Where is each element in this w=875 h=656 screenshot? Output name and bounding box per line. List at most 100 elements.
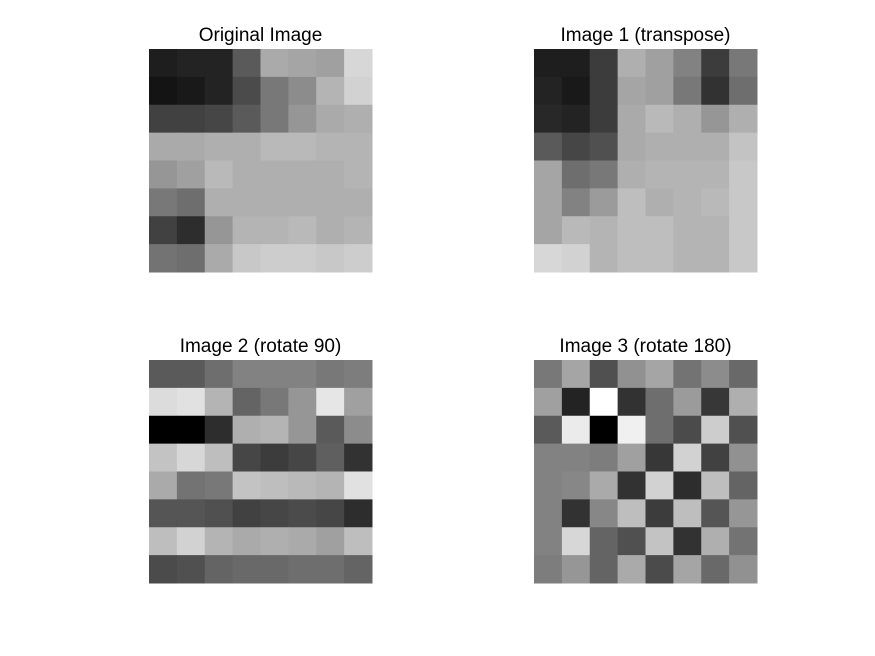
pixel xyxy=(204,104,234,134)
pixel xyxy=(673,527,702,556)
pixel xyxy=(316,499,345,528)
pixel xyxy=(701,216,730,245)
pixel xyxy=(288,443,317,472)
pixel xyxy=(673,244,702,273)
pixel xyxy=(729,188,758,217)
pixel xyxy=(729,160,758,189)
pixel xyxy=(645,244,674,273)
pixel xyxy=(534,104,563,134)
pixel xyxy=(344,49,373,78)
pixel xyxy=(232,104,261,134)
pixel xyxy=(316,415,345,445)
pixel xyxy=(729,471,758,500)
pixel xyxy=(176,76,206,106)
pixel xyxy=(589,132,619,161)
pixel xyxy=(316,216,345,245)
pixel xyxy=(260,387,289,417)
pixel xyxy=(617,49,646,78)
pixel xyxy=(589,415,619,445)
pixel xyxy=(534,160,563,189)
pixel xyxy=(729,527,758,556)
pixel xyxy=(344,244,373,273)
pixel xyxy=(534,471,563,500)
pixel xyxy=(534,527,563,556)
pixel xyxy=(204,387,234,417)
pixel xyxy=(344,387,373,417)
pixel xyxy=(149,160,178,189)
pixel xyxy=(645,216,674,245)
pixel xyxy=(645,132,674,161)
pixel xyxy=(232,499,261,528)
pixel xyxy=(729,360,758,389)
pixel xyxy=(589,555,619,584)
pixel xyxy=(176,188,206,217)
pixel xyxy=(729,49,758,78)
pixel xyxy=(204,499,234,528)
pixel xyxy=(149,216,178,245)
pixel xyxy=(645,527,674,556)
pixel xyxy=(645,160,674,189)
pixel xyxy=(673,132,702,161)
pixel xyxy=(534,216,563,245)
pixel xyxy=(344,443,373,472)
pixel xyxy=(204,471,234,500)
pixel xyxy=(176,471,206,500)
pixel xyxy=(589,360,619,389)
pixel xyxy=(701,443,730,472)
pixel xyxy=(176,415,206,445)
pixel xyxy=(344,527,373,556)
pixel xyxy=(232,188,261,217)
pixel xyxy=(561,132,591,161)
pixel xyxy=(288,132,317,161)
pixel xyxy=(204,160,234,189)
pixel xyxy=(176,387,206,417)
pixel xyxy=(260,244,289,273)
pixel xyxy=(645,49,674,78)
pixel xyxy=(316,443,345,472)
pixel xyxy=(534,499,563,528)
pixel xyxy=(645,415,674,445)
pixel xyxy=(729,132,758,161)
pixel xyxy=(617,104,646,134)
pixel xyxy=(561,188,591,217)
pixel xyxy=(176,216,206,245)
pixel xyxy=(176,132,206,161)
pixel xyxy=(589,443,619,472)
pixel xyxy=(149,555,178,584)
pixel xyxy=(645,387,674,417)
pixel xyxy=(149,132,178,161)
pixel xyxy=(645,188,674,217)
pixel xyxy=(617,527,646,556)
pixel xyxy=(149,76,178,106)
pixel xyxy=(534,188,563,217)
pixel xyxy=(204,415,234,445)
pixel xyxy=(232,160,261,189)
pixel xyxy=(176,49,206,78)
pixel xyxy=(701,527,730,556)
pixel xyxy=(701,415,730,445)
pixel xyxy=(673,387,702,417)
pixel xyxy=(288,387,317,417)
pixel xyxy=(232,471,261,500)
pixel xyxy=(534,244,563,273)
pixel xyxy=(673,360,702,389)
pixel xyxy=(561,104,591,134)
pixel xyxy=(673,555,702,584)
pixel xyxy=(701,555,730,584)
pixel xyxy=(617,555,646,584)
pixel xyxy=(316,76,345,106)
pixel xyxy=(729,216,758,245)
pixel xyxy=(344,471,373,500)
pixel xyxy=(149,104,178,134)
pixel xyxy=(316,471,345,500)
pixel xyxy=(729,244,758,273)
pixel xyxy=(617,415,646,445)
pixel xyxy=(561,49,591,78)
pixel xyxy=(176,527,206,556)
pixel xyxy=(589,49,619,78)
pixel xyxy=(645,360,674,389)
pixel xyxy=(617,76,646,106)
pixel xyxy=(149,49,178,78)
pixel xyxy=(645,104,674,134)
pixel xyxy=(344,499,373,528)
